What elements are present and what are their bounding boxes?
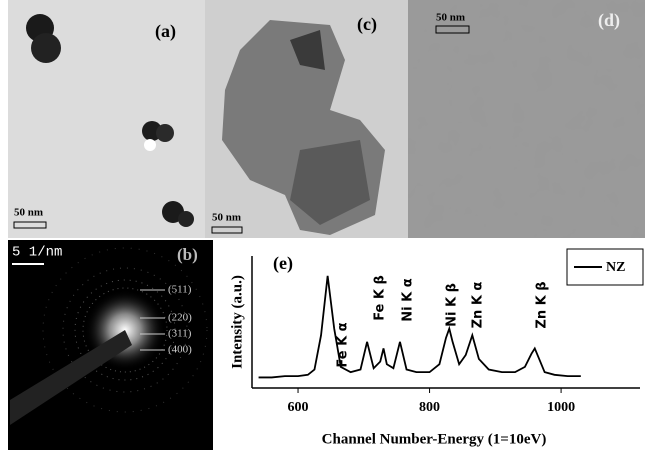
scale-label: 50 nm [212, 212, 241, 224]
panel-label: (b) [177, 245, 198, 264]
x-axis-label: Channel Number-Energy (1=10eV) [322, 431, 547, 447]
panel-label: (c) [357, 14, 377, 35]
ring-label: (400) [168, 344, 192, 356]
peak-label: Zn K β [535, 281, 550, 328]
peak-label: Ni K α [401, 278, 416, 321]
ring-label: (511) [168, 284, 192, 296]
panel-a: (a) 50 nm [8, 0, 205, 238]
y-axis-label: Intensity (a.u.) [229, 275, 245, 369]
scale-label: 50 nm [14, 207, 43, 219]
x-tick-label: 800 [419, 400, 440, 415]
legend-label: NZ [606, 260, 625, 275]
panel-label: (e) [273, 253, 293, 274]
scale-label: 50 nm [436, 12, 465, 24]
figure: (a) 50 nm (c) 50 nm (d) 50 nm 5 1/nm (b)… [0, 0, 651, 457]
peak-label: Ni K β [445, 283, 460, 327]
panel-label: (a) [155, 21, 176, 42]
panel-d: (d) 50 nm [408, 0, 645, 238]
x-tick-label: 600 [288, 400, 309, 415]
panel-label: (d) [598, 10, 620, 31]
peak-label: Fe K β [373, 275, 388, 321]
panel-e: (e) Intensity (a.u.) Channel Number-Ener… [213, 240, 645, 457]
ring-label: (311) [168, 328, 192, 340]
x-tick-label: 1000 [547, 400, 575, 415]
ring-label: (220) [168, 312, 192, 324]
scale-label: 5 1/nm [12, 245, 62, 261]
peak-label: Zn K α [471, 282, 486, 329]
panel-b: 5 1/nm (b) (511) (220) (311) (400) [8, 240, 213, 450]
peak-label: Fe K α [336, 322, 351, 367]
panel-c: (c) 50 nm [205, 0, 408, 238]
